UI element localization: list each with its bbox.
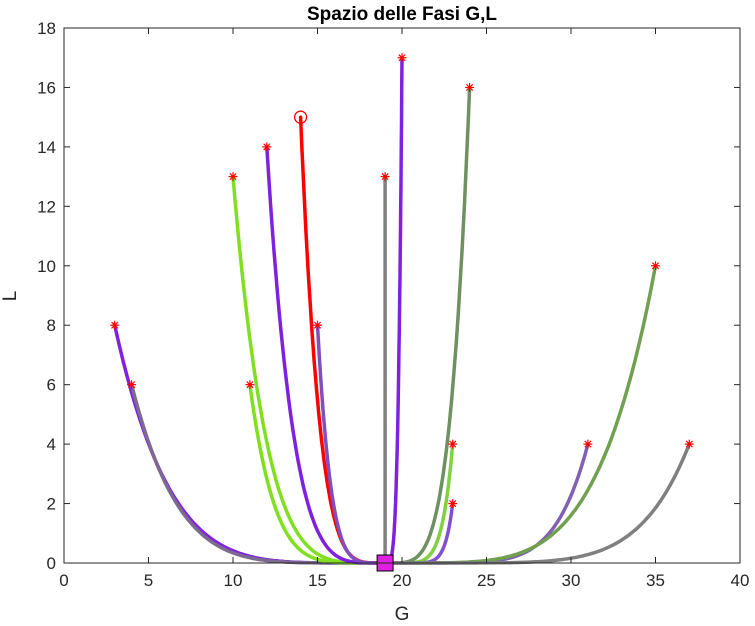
x-tick-label: 30 bbox=[562, 571, 581, 590]
y-tick-label: 4 bbox=[47, 435, 56, 454]
start-marker-star bbox=[651, 261, 660, 271]
x-tick-label: 20 bbox=[393, 571, 412, 590]
y-tick-label: 14 bbox=[37, 138, 56, 157]
x-tick-label: 0 bbox=[59, 571, 68, 590]
x-tick-label: 25 bbox=[477, 571, 496, 590]
x-tick-label: 40 bbox=[731, 571, 750, 590]
x-tick-label: 5 bbox=[144, 571, 153, 590]
start-marker-star bbox=[583, 439, 593, 449]
x-axis-label: G bbox=[395, 604, 410, 625]
x-tick-label: 35 bbox=[646, 571, 665, 590]
y-tick-label: 10 bbox=[37, 257, 56, 276]
start-marker-circle bbox=[293, 110, 308, 124]
y-tick-label: 8 bbox=[47, 316, 56, 335]
x-tick-label: 10 bbox=[224, 571, 243, 590]
start-marker-star bbox=[380, 172, 390, 182]
start-marker-star bbox=[465, 82, 475, 92]
y-tick-label: 16 bbox=[37, 78, 56, 97]
start-marker-star bbox=[397, 53, 407, 63]
start-marker-star bbox=[448, 439, 458, 449]
start-marker-star bbox=[245, 380, 255, 390]
start-marker-star bbox=[262, 142, 272, 152]
y-tick-label: 6 bbox=[47, 376, 56, 395]
tick-layer: 0 5 10 15 20 25 30 35 40 0 2 4 6 8 10 12 14 16 18 bbox=[37, 19, 749, 590]
start-marker-star bbox=[313, 320, 322, 330]
y-tick-label: 0 bbox=[47, 554, 56, 573]
x-tick-label: 15 bbox=[308, 571, 327, 590]
start-marker-star bbox=[110, 320, 120, 330]
y-axis-label: L bbox=[0, 291, 21, 302]
chart-title: Spazio delle Fasi G,L bbox=[307, 4, 497, 25]
y-tick-label: 18 bbox=[37, 19, 56, 38]
y-tick-label: 2 bbox=[47, 495, 56, 514]
start-marker-star bbox=[684, 439, 694, 449]
start-marker-star bbox=[448, 499, 458, 509]
start-marker-star bbox=[127, 380, 137, 390]
y-tick-label: 12 bbox=[37, 197, 56, 216]
start-marker-star bbox=[228, 172, 238, 182]
marker-layer bbox=[110, 53, 694, 572]
